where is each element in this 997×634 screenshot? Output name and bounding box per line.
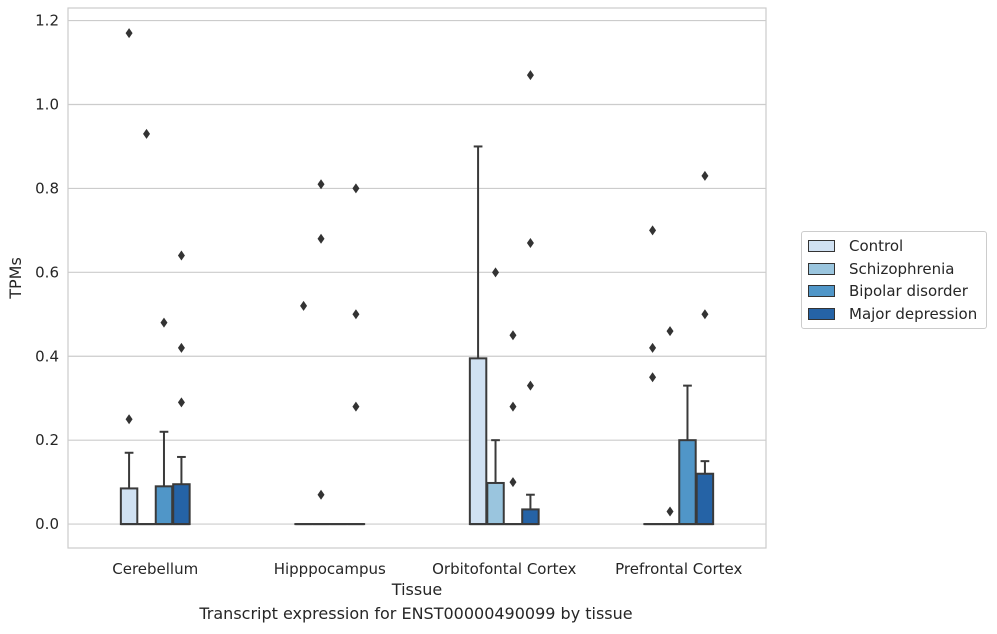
box-major-depression (172, 250, 191, 526)
outlier-point (701, 309, 709, 320)
legend-item: Schizophrenia (802, 258, 986, 281)
y-tick-label: 0.2 (35, 431, 59, 449)
outlier-point (701, 170, 709, 181)
x-tick-label: Hipppocampus (274, 560, 386, 578)
y-tick-label: 0.6 (35, 263, 59, 281)
box-schizophrenia (486, 267, 505, 526)
legend-label: Major depression (849, 304, 978, 323)
x-tick-label: Prefrontal Cortex (615, 560, 742, 578)
outlier-point (526, 70, 534, 81)
outlier-point (649, 342, 657, 353)
x-tick-label: Cerebellum (112, 560, 198, 578)
box-bipolar-disorder (154, 317, 174, 526)
outlier-point (317, 489, 325, 500)
box (678, 439, 697, 526)
box (521, 508, 540, 526)
outlier-point (177, 397, 185, 408)
legend-swatch (808, 262, 835, 275)
x-axis-ticks: Cerebellum Hipppocampus Orbitofontal Corte… (112, 560, 742, 578)
box (172, 483, 191, 526)
x-tick-label: Orbitofontal Cortex (432, 560, 576, 578)
y-tick-label: 1.0 (35, 96, 59, 114)
y-tick-label: 0.8 (35, 179, 59, 197)
legend-item: Bipolar disorder (802, 280, 986, 303)
box (119, 487, 139, 526)
legend: Control Schizophrenia Bipolar disorder Majo… (801, 231, 987, 329)
box-major-depression (695, 170, 715, 526)
legend-swatch (808, 240, 835, 253)
box (486, 481, 505, 526)
outlier-point (300, 300, 308, 311)
legend-swatch (808, 285, 835, 298)
box (154, 485, 174, 526)
y-axis-label: TPMs (6, 257, 25, 300)
y-axis-ticks: 0.0 0.2 0.4 0.6 0.8 1.0 1.2 (35, 12, 59, 533)
legend-item: Control (802, 235, 986, 258)
outlier-point (352, 401, 360, 412)
outlier-point (125, 414, 133, 425)
outlier-point (125, 28, 133, 39)
outlier-point (509, 477, 517, 488)
box-major-depression (521, 70, 540, 526)
outlier-point (666, 326, 674, 337)
outlier-point (352, 309, 360, 320)
box-control (468, 145, 488, 526)
plot-frame (67, 7, 767, 549)
outlier-point (352, 183, 360, 194)
y-tick-label: 0.0 (35, 515, 59, 533)
outlier-point (509, 401, 517, 412)
outlier-point (492, 267, 500, 278)
legend-label: Bipolar disorder (849, 282, 968, 301)
legend-label: Control (849, 237, 904, 256)
outlier-point (526, 380, 534, 391)
boxes (119, 28, 715, 526)
box-bipolar-disorder (678, 384, 697, 526)
outlier-point (177, 250, 185, 261)
x-axis-label: Tissue (391, 580, 442, 599)
outlier-point (317, 179, 325, 190)
box-schizophrenia (137, 128, 156, 526)
box-control (119, 28, 139, 526)
y-tick-label: 0.4 (35, 347, 59, 365)
legend-swatch (808, 307, 835, 320)
box-major-depression (346, 183, 366, 526)
box (695, 472, 715, 526)
outlier-point (317, 233, 325, 244)
box-schizophrenia (311, 179, 331, 526)
box-control (294, 300, 313, 526)
outlier-point (526, 237, 534, 248)
outlier-point (649, 225, 657, 236)
outlier-point (509, 330, 517, 341)
legend-label: Schizophrenia (849, 259, 955, 278)
outlier-point (160, 317, 168, 328)
box-bipolar-disorder (503, 330, 523, 526)
box (468, 357, 488, 526)
gridlines (68, 19, 766, 525)
outlier-point (666, 506, 674, 517)
outlier-point (177, 342, 185, 353)
outlier-point (649, 372, 657, 383)
box-control (643, 225, 662, 526)
box-schizophrenia (660, 326, 680, 526)
y-tick-label: 1.2 (35, 12, 59, 30)
chart-caption: Transcript expression for ENST0000049009… (199, 604, 633, 623)
legend-item: Major depression (802, 303, 986, 326)
outlier-point (143, 128, 151, 139)
